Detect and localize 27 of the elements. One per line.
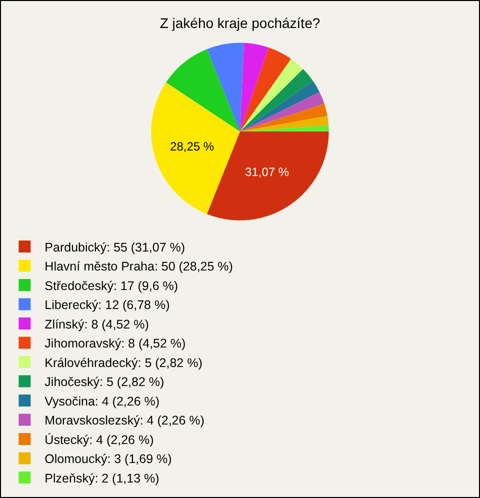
legend-label: Hlavní město Praha: 50 (28,25 %) [44, 260, 233, 274]
legend-label: Jihomoravský: 8 (4,52 %) [44, 336, 186, 351]
legend-label: Moravskoslezský: 4 (2,26 %) [44, 414, 204, 428]
pie-slice [240, 81, 320, 132]
pie-slice [151, 82, 240, 214]
legend-label: Plzeňský: 2 (1,13 %) [44, 471, 160, 486]
legend-label: Zlínský: 8 (4,52 %) [44, 317, 149, 332]
pie-slice [206, 42, 244, 132]
legend-label: Ústecký: 4 (2,26 %) [44, 432, 154, 447]
pie-slice [240, 69, 314, 132]
pie-slice [240, 42, 269, 132]
legend-label: Jihočeský: 5 (2,82 %) [44, 375, 164, 390]
pie-slice [240, 92, 324, 132]
chart-title: Z jakého kraje pocházíte? [160, 14, 320, 31]
legend-label: Královéhradecký: 5 (2,82 %) [44, 356, 202, 370]
pie-slice [240, 58, 304, 132]
data-label: 31,07 % [245, 164, 290, 179]
data-label: 28,25 % [170, 139, 214, 154]
pie-slice [240, 47, 292, 132]
legend-label: Pardubický: 55 (31,07 %) [44, 240, 186, 254]
legend-label: Olomoucký: 3 (1,69 %) [44, 452, 172, 466]
legend-label: Liberecký: 12 (6,78 %) [44, 298, 170, 312]
pie-slice [240, 104, 328, 132]
legend-label: Středočeský: 17 (9,6 %) [44, 278, 178, 293]
legend-label: Vysočina: 4 (2,26 %) [44, 394, 160, 408]
pie-slice [240, 116, 329, 132]
pie-slice [166, 49, 240, 132]
